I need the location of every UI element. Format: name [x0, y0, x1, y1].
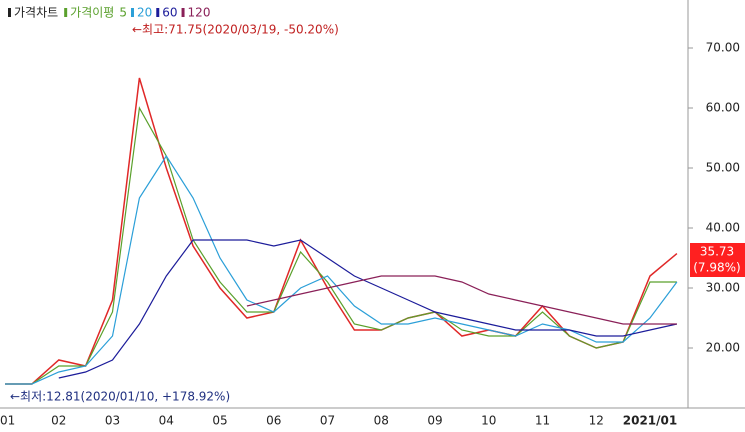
legend-label: 가격차트: [14, 6, 58, 20]
legend-marker: [8, 8, 11, 17]
y-tick-label: 60.00: [706, 101, 740, 115]
y-tick-label: 50.00: [706, 161, 740, 175]
legend-label: 가격이평: [70, 6, 114, 20]
legend-marker: [181, 8, 185, 17]
x-tick-label: 01: [0, 414, 15, 428]
annotation: ←최저:12.81(2020/01/10, +178.92%): [10, 390, 230, 404]
legend-marker: [156, 8, 160, 17]
y-tick-label: 20.00: [706, 341, 740, 355]
x-tick-label: 02: [51, 414, 66, 428]
x-tick-label: 08: [374, 414, 389, 428]
y-tick-label: 70.00: [706, 41, 740, 55]
x-tick-label: 12: [589, 414, 604, 428]
last-change: (7.98%): [693, 261, 740, 275]
y-tick-label: 40.00: [706, 221, 740, 235]
series-line: [5, 106, 677, 385]
x-tick-label: 06: [266, 414, 281, 428]
y-tick-label: 30.00: [706, 281, 740, 295]
series-line: [5, 154, 678, 385]
last-price: 35.73: [700, 245, 734, 259]
x-tick-label: 05: [212, 414, 227, 428]
x-tick-label: 04: [159, 414, 174, 428]
series-line: [5, 77, 678, 385]
x-tick-label: 09: [427, 414, 442, 428]
x-tick-label: 11: [535, 414, 550, 428]
x-tick-label: 10: [481, 414, 496, 428]
legend-marker: [64, 8, 68, 17]
legend-label: 60: [162, 6, 177, 20]
price-box: [690, 243, 745, 277]
legend-label: 120: [188, 6, 211, 20]
x-tick-label: 03: [105, 414, 120, 428]
series-line: [246, 275, 677, 325]
x-tick-label: 2021/01: [623, 414, 677, 428]
series-line: [58, 239, 678, 379]
legend-marker: [130, 8, 134, 17]
legend-label: 20: [137, 6, 152, 20]
annotation: ←최고:71.75(2020/03/19, -50.20%): [132, 23, 339, 37]
legend-label: 5: [119, 6, 127, 20]
x-tick-label: 07: [320, 414, 335, 428]
